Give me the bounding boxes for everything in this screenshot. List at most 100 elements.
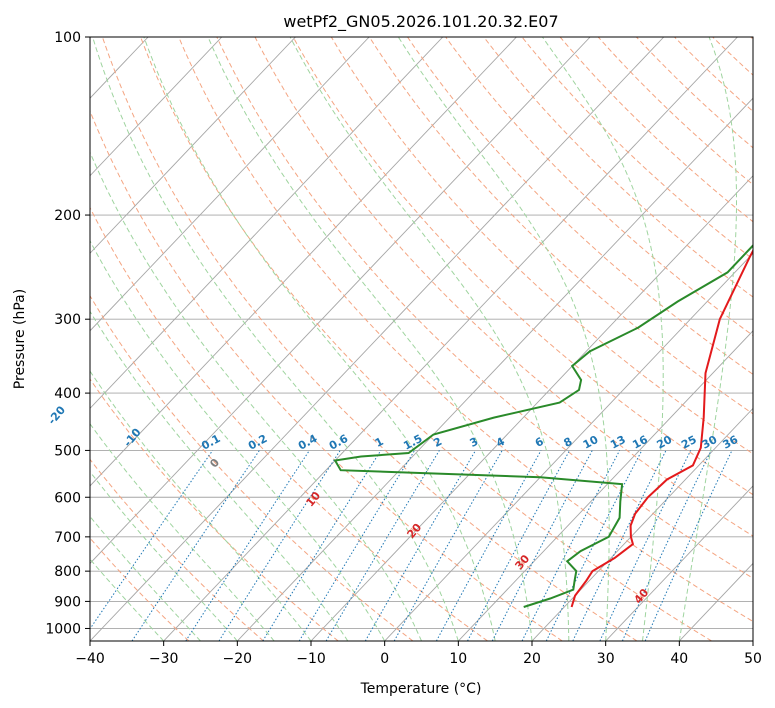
dry-adiabat-line: [407, 37, 753, 375]
dry-adiabat-line: [101, 37, 638, 641]
y-tick-label: 300: [54, 312, 81, 328]
isotherm-line: [384, 252, 753, 641]
mixing-ratio-label: 30: [700, 433, 720, 452]
y-tick-label: 600: [54, 490, 81, 506]
y-tick-label: 900: [54, 594, 81, 610]
isotherm-line: [90, 37, 665, 641]
x-tick-label: 30: [597, 651, 615, 667]
dry-adiabat-line: [330, 37, 753, 455]
y-tick-label: 1000: [45, 622, 81, 638]
dry-adiabat-line: [90, 537, 190, 641]
x-axis-label: Temperature (°C): [360, 681, 482, 697]
moist-adiabat-line: [143, 37, 496, 641]
mixing-ratio-line: [185, 450, 310, 641]
moist-adiabat-line: [678, 37, 737, 641]
mixing-ratio-line: [262, 450, 382, 641]
dry-adiabat-line: [292, 37, 753, 496]
x-tick-label: 0: [380, 651, 389, 667]
dry-adiabat-line: [140, 37, 712, 641]
mixing-ratio-line: [364, 450, 477, 641]
isotherm-line: [458, 330, 753, 641]
dry-adiabat-line: [90, 109, 563, 641]
x-tick-label: 40: [670, 651, 688, 667]
moist-adiabat-line: [90, 515, 201, 641]
mixing-ratio-line: [467, 450, 571, 641]
mixing-ratio-line: [218, 450, 341, 641]
mixing-ratio-line: [572, 450, 667, 641]
moist-adiabat-line: [397, 37, 610, 641]
x-tick-label: −30: [149, 651, 179, 667]
isotherm-line: [90, 37, 223, 177]
dry-adiabat-line: [445, 37, 753, 337]
y-tick-label: 400: [54, 386, 81, 402]
temperature-profile-line: [570, 248, 753, 608]
isotherm-line: [90, 37, 370, 332]
mixing-ratio-line: [393, 450, 503, 641]
dry-adiabat-line: [750, 37, 753, 40]
moist-adiabat-line: [92, 37, 459, 641]
mixing-ratio-label: 16: [630, 433, 650, 452]
mixing-ratio-line: [599, 450, 692, 641]
dry-adiabat-line: [90, 294, 414, 641]
isotherm-line: [531, 407, 753, 641]
dry-adiabat-line: [636, 37, 753, 149]
isotherm-line: [752, 640, 753, 641]
plot-background: [90, 37, 753, 641]
y-tick-label: 100: [54, 30, 81, 46]
mixing-ratio-line: [521, 450, 621, 641]
dry-adiabat-label: -20: [45, 403, 68, 427]
moist-adiabat-line: [90, 470, 238, 641]
y-axis-label: Pressure (hPa): [12, 289, 28, 389]
moist-adiabat-line: [541, 37, 664, 641]
y-tick-label: 200: [54, 208, 81, 224]
isotherm-line: [90, 37, 517, 487]
moist-adiabat-line: [207, 37, 533, 641]
x-tick-label: 20: [523, 651, 541, 667]
mixing-ratio-label: 20: [655, 433, 675, 452]
series-layer: [333, 244, 753, 608]
dry-adiabat-line: [178, 37, 753, 623]
dry-adiabat-line: [216, 37, 753, 579]
dry-adiabat-line: [559, 37, 753, 223]
background-lines: [0, 37, 753, 641]
x-tick-label: 10: [449, 651, 467, 667]
dry-adiabat-line: [254, 37, 753, 537]
dry-adiabat-line: [368, 37, 753, 415]
chart-title: wetPf2_GN05.2026.101.20.32.E07: [283, 12, 558, 32]
moist-adiabat-line: [90, 239, 386, 641]
moist-adiabat-line: [90, 422, 275, 641]
isotherm-line: [237, 97, 753, 641]
mixing-ratio-label: 13: [608, 433, 628, 452]
plot-frame: [89, 36, 754, 642]
y-tick-label: 500: [54, 443, 81, 459]
x-tick-label: −20: [223, 651, 253, 667]
mixing-ratio-label: 25: [679, 433, 699, 452]
isotherm-line: [0, 37, 1, 641]
dry-adiabat-line: [90, 458, 264, 641]
moist-adiabat-line: [90, 310, 349, 641]
moist-adiabat-line: [289, 37, 570, 641]
mixing-ratio-label: 10: [581, 433, 601, 452]
isotherm-line: [90, 37, 296, 254]
moist-adiabat-line: [90, 151, 422, 641]
mixing-ratio-line: [491, 450, 593, 641]
isotherm-line: [605, 485, 753, 641]
dry-adiabat-line: [483, 37, 753, 298]
isotherm-line: [310, 175, 753, 641]
moist-adiabat-line: [90, 370, 312, 641]
isotherm-line: [90, 37, 444, 410]
isotherm-line: [163, 37, 738, 641]
x-tick-label: −10: [296, 651, 326, 667]
moist-adiabat-line: [90, 558, 165, 641]
mixing-ratio-label: 36: [721, 433, 741, 452]
dry-adiabat-line: [90, 206, 488, 641]
dewpoint-profile-line: [333, 244, 753, 608]
x-tick-label: 50: [744, 651, 762, 667]
x-tick-label: −40: [75, 651, 105, 667]
y-tick-label: 700: [54, 530, 81, 546]
isotherm-line: [90, 37, 591, 565]
mixing-ratio-line: [435, 450, 542, 641]
y-tick-label: 800: [54, 564, 81, 580]
axis-ticks: −40 −30 −20 −10 0 10 20 30 40 50 100 200 300 400 500 60…: [45, 30, 762, 667]
